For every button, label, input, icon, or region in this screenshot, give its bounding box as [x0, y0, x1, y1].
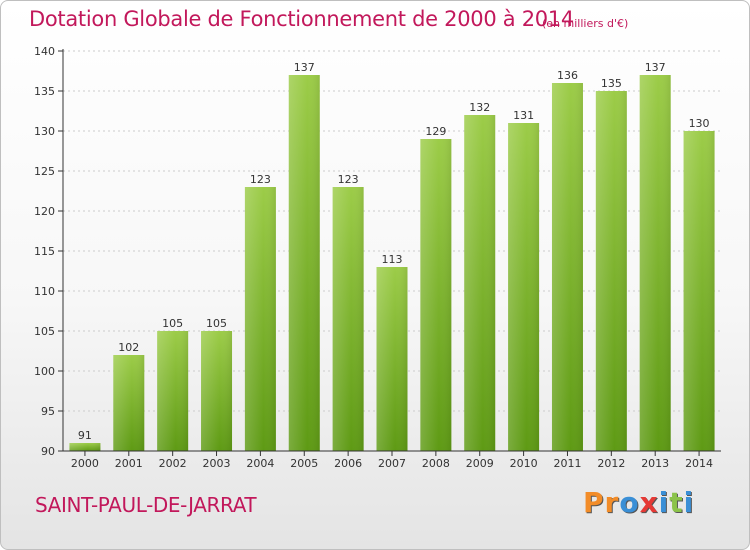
labels: 91 2000 102 2001 105 2002 105 2003 123 2004 137 200…: [71, 61, 713, 470]
x-tick-label: 2006: [334, 457, 362, 470]
logo-letter: i: [658, 486, 670, 519]
chart-title: Dotation Globale de Fonctionnement de 20…: [29, 7, 574, 31]
x-tick-label: 2007: [378, 457, 406, 470]
bar-value-label: 123: [338, 173, 359, 186]
x-tick-label: 2009: [466, 457, 494, 470]
y-tick-label: 140: [34, 45, 55, 58]
bar-shade: [683, 131, 715, 451]
y-tick-label: 90: [41, 445, 55, 458]
chart-subtitle: (en milliers d'€): [542, 17, 629, 30]
logo-letter: t: [669, 486, 684, 519]
bar-shade: [332, 187, 364, 451]
y-tick-label: 120: [34, 205, 55, 218]
x-tick-label: 2005: [290, 457, 318, 470]
bar-value-label: 135: [601, 77, 622, 90]
y-tick-label: 115: [34, 245, 55, 258]
x-tick-label: 2004: [246, 457, 274, 470]
bar-shade: [69, 443, 101, 451]
bar-shade: [113, 355, 145, 451]
x-tick-label: 2000: [71, 457, 99, 470]
bar-value-label: 123: [250, 173, 271, 186]
bar-shade: [551, 83, 583, 451]
bar-shade: [201, 331, 233, 451]
bar-value-label: 113: [382, 253, 403, 266]
x-tick-label: 2012: [597, 457, 625, 470]
bar-value-label: 105: [206, 317, 227, 330]
bar-shade: [244, 187, 276, 451]
bar-shade: [464, 115, 496, 451]
x-tick-label: 2013: [641, 457, 669, 470]
y-tick-label: 105: [34, 325, 55, 338]
x-tick-label: 2003: [203, 457, 231, 470]
y-tick-label: 110: [34, 285, 55, 298]
bar-value-label: 102: [118, 341, 139, 354]
bar-value-label: 131: [513, 109, 534, 122]
bars: [69, 75, 715, 451]
bar-shade: [508, 123, 540, 451]
y-tick-label: 125: [34, 165, 55, 178]
commune-name: SAINT-PAUL-DE-JARRAT: [35, 493, 257, 517]
bar-value-label: 130: [689, 117, 710, 130]
bar-value-label: 132: [469, 101, 490, 114]
bar-value-label: 91: [78, 429, 92, 442]
logo-letter: P: [583, 486, 605, 519]
x-tick-label: 2011: [553, 457, 581, 470]
y-tick-label: 100: [34, 365, 55, 378]
bar-shade: [157, 331, 189, 451]
x-tick-label: 2002: [159, 457, 187, 470]
bar-value-label: 129: [425, 125, 446, 138]
logo-letter: i: [683, 486, 695, 519]
y-tick-label: 130: [34, 125, 55, 138]
bar-value-label: 137: [294, 61, 315, 74]
logo-letter: r: [604, 486, 620, 519]
y-tick-label: 95: [41, 405, 55, 418]
x-tick-label: 2001: [115, 457, 143, 470]
bar-shade: [639, 75, 671, 451]
logo-letter: o: [619, 486, 640, 519]
bar-shade: [420, 139, 452, 451]
bar-shade: [376, 267, 408, 451]
bar-value-label: 137: [645, 61, 666, 74]
bar-value-label: 136: [557, 69, 578, 82]
axes: 90 95 100 105 110 115 120 125 130 135 140: [34, 45, 721, 458]
logo-letter: x: [639, 486, 659, 519]
bar-value-label: 105: [162, 317, 183, 330]
bar-shade: [595, 91, 627, 451]
x-tick-label: 2010: [510, 457, 538, 470]
y-tick-label: 135: [34, 85, 55, 98]
x-tick-label: 2008: [422, 457, 450, 470]
proxiti-logo: Proxiti: [583, 486, 694, 519]
x-tick-label: 2014: [685, 457, 713, 470]
bar-shade: [288, 75, 320, 451]
